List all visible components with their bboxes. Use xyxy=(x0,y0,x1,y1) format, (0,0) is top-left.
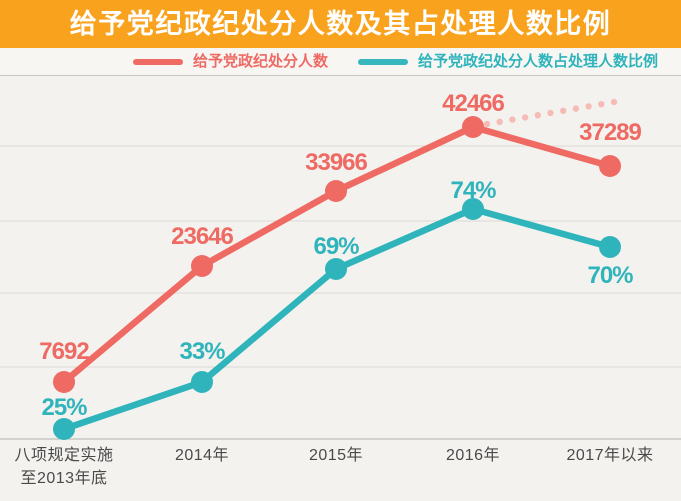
value-label: 33966 xyxy=(305,149,367,176)
value-label: 25% xyxy=(41,394,87,421)
projection-dot-icon xyxy=(521,114,529,121)
chart-header: 给予党纪政纪处分人数及其占处理人数比例 xyxy=(0,0,681,48)
x-axis-label: 八项规定实施 xyxy=(14,446,113,464)
value-label: 74% xyxy=(450,177,496,204)
data-point xyxy=(325,258,347,280)
x-axis-label: 2015年 xyxy=(309,446,363,464)
data-point xyxy=(325,180,347,202)
page-title: 给予党纪政纪处分人数及其占处理人数比例 xyxy=(69,8,612,39)
legend: 给予党政纪处分人数 给予党政纪处分人数占处理人数比例 xyxy=(0,48,681,76)
projection-dot-icon xyxy=(585,103,592,110)
projection-dot-icon xyxy=(598,101,605,108)
data-point xyxy=(191,371,213,393)
data-point xyxy=(599,236,621,258)
projection-dot-icon xyxy=(560,107,567,114)
data-point xyxy=(53,418,75,440)
data-point xyxy=(191,255,213,277)
teal-line-swatch-icon xyxy=(358,58,408,65)
projection-dot-icon xyxy=(610,98,618,106)
data-point xyxy=(462,198,484,220)
data-point xyxy=(599,155,621,177)
value-label: 23646 xyxy=(171,223,233,250)
projection-dot-icon xyxy=(496,118,503,125)
x-axis-label: 至2013年底 xyxy=(20,469,107,487)
legend-label-punished-count: 给予党政纪处分人数 xyxy=(192,53,328,70)
data-point xyxy=(462,116,484,138)
value-label: 37289 xyxy=(579,119,641,146)
value-label: 7692 xyxy=(39,338,89,365)
line-chart: 7692 23646 33966 42466 37289 25% 33% 69% 74% 70% 八… xyxy=(0,76,681,500)
projection-dot-icon xyxy=(534,112,541,119)
value-label: 69% xyxy=(313,233,359,260)
data-point xyxy=(53,371,75,393)
value-label: 70% xyxy=(587,262,633,289)
legend-label-ratio: 给予党政纪处分人数占处理人数比例 xyxy=(418,53,659,70)
projection-dot-icon xyxy=(547,109,554,117)
chart-canvas: 7692 23646 33966 42466 37289 25% 33% 69% 74% 70% 八… xyxy=(0,90,681,487)
projection-dot-icon xyxy=(483,120,491,128)
legend-item-ratio: 给予党政纪处分人数占处理人数比例 xyxy=(358,54,658,69)
projection-dot-icon xyxy=(572,105,580,112)
x-axis-label: 2016年 xyxy=(446,446,500,464)
legend-item-punished-count: 给予党政纪处分人数 xyxy=(132,53,328,70)
projection-dot-icon xyxy=(509,116,516,123)
value-label: 33% xyxy=(179,338,225,365)
red-line-swatch-icon xyxy=(132,58,183,65)
value-label: 42466 xyxy=(442,90,504,117)
x-axis-label: 2017年以来 xyxy=(566,446,653,464)
x-axis-label: 2014年 xyxy=(175,446,229,464)
